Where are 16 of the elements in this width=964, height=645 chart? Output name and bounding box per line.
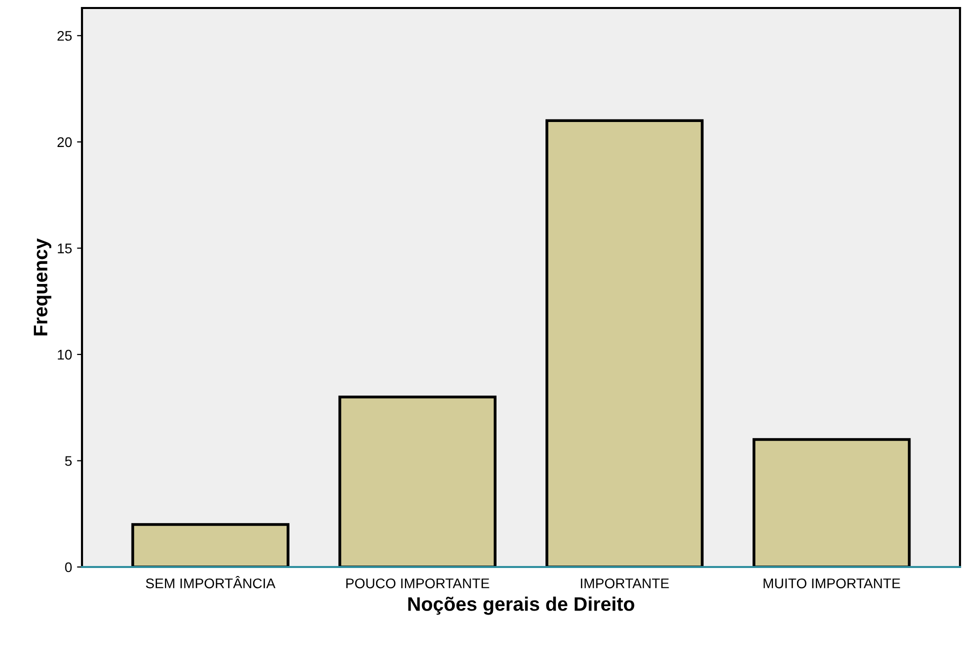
y-tick-label: 10 [58,350,72,360]
x-tick-label: IMPORTANTE [580,578,669,588]
x-tick-label: POUCO IMPORTANTE [346,578,490,588]
y-axis-title: Frequency [34,238,52,336]
x-tick-label: SEM IMPORTÂNCIA [146,576,276,588]
bar [131,523,290,567]
y-tick-label: 15 [58,244,72,254]
x-tick-label: MUITO IMPORTANTE [764,578,900,588]
y-tick-label: 0 [65,562,72,572]
y-tick-label: 25 [58,30,72,41]
y-tick-label: 5 [65,456,72,466]
bar [338,396,497,567]
bar [752,438,911,567]
bar [545,119,704,567]
x-axis-title: Noções gerais de Direito [408,596,634,615]
y-tick-label: 20 [58,137,72,148]
